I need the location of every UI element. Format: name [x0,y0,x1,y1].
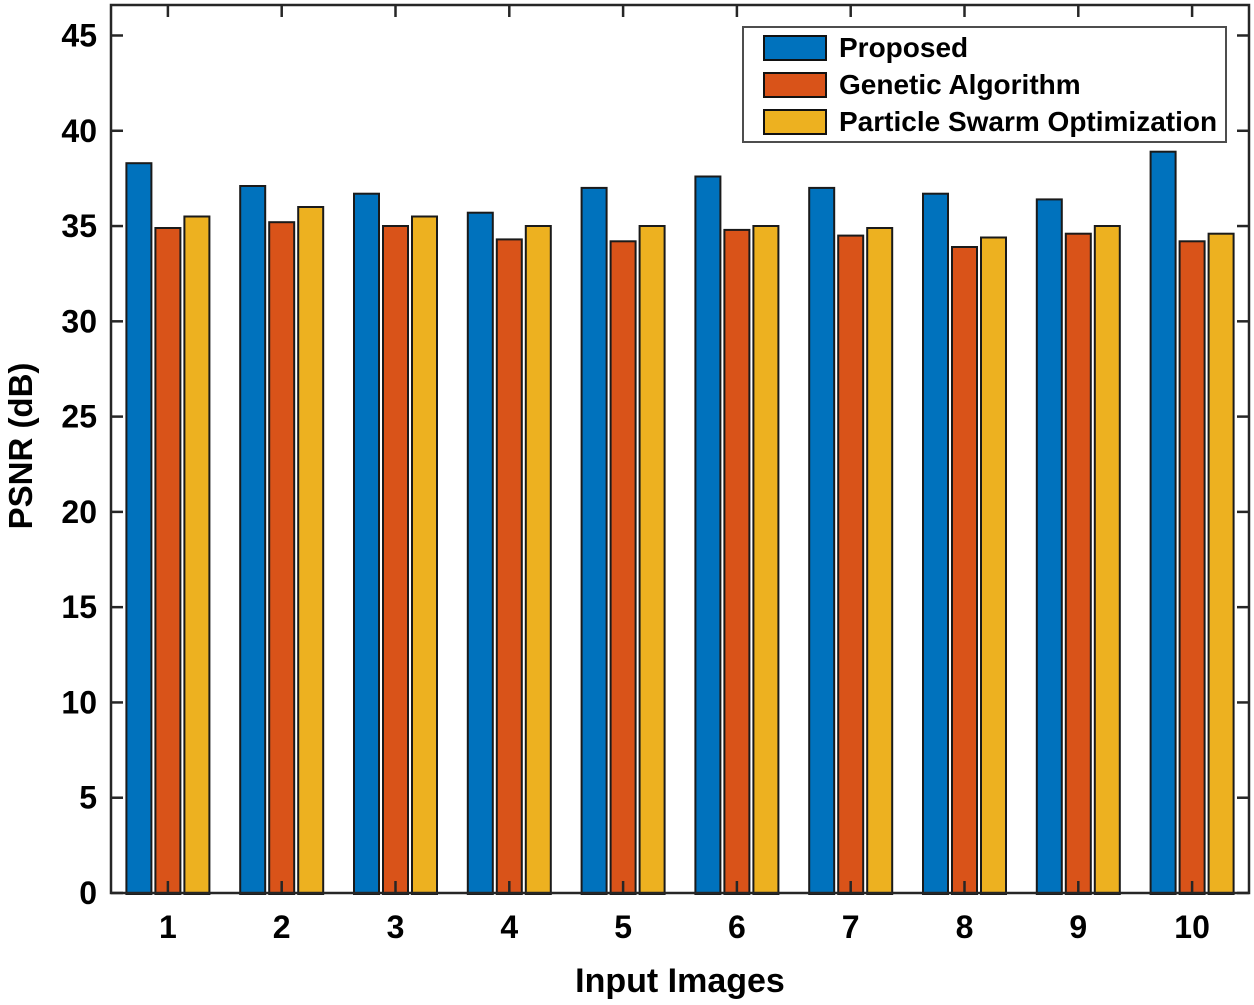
x-tick-label-3: 3 [387,909,405,945]
x-tick-label-7: 7 [842,909,860,945]
bar-series3-group8 [980,236,1007,895]
bar-series2-group3 [382,225,409,895]
x-tick-label-5: 5 [614,909,632,945]
bar-series2-group5 [609,240,637,896]
bar-series3-group9 [1093,225,1121,895]
bar-series2-group8 [951,246,978,895]
x-tick-label-8: 8 [956,909,974,945]
bar-series3-group4 [524,225,552,895]
legend-swatch-proposed [763,34,827,61]
axes-box [109,3,1251,895]
bar-series2-group10 [1178,240,1206,896]
y-axis-title: PSNR (dB) [2,362,39,530]
bar-series2-group9 [1064,232,1092,895]
x-tick-label-2: 2 [273,909,291,945]
y-tick-label-45: 45 [61,17,97,53]
bar-series1-group6 [694,175,722,895]
x-tick-label-1: 1 [159,909,177,945]
bar-series1-group4 [466,211,494,895]
bar-series2-group6 [723,228,751,895]
legend: Proposed Genetic Algorithm Particle Swar… [742,26,1227,143]
legend-item-particle-swarm-optimization: Particle Swarm Optimization [763,105,1225,137]
y-tick-label-30: 30 [61,303,97,339]
legend-label-genetic-algorithm: Genetic Algorithm [839,68,1081,100]
y-tick-label-40: 40 [61,113,97,149]
x-axis-title: Input Images [575,962,785,1000]
y-tick-label-5: 5 [79,780,97,816]
y-tick-label-15: 15 [61,589,97,625]
bar-series1-group7 [808,186,836,895]
y-tick-label-0: 0 [79,875,97,911]
bar-series2-group2 [268,221,296,895]
bar-series1-group1 [125,162,153,895]
y-tick-label-10: 10 [61,684,97,720]
x-tick-label-10: 10 [1174,909,1210,945]
x-tick-label-6: 6 [728,909,746,945]
bar-series1-group8 [922,192,949,895]
legend-label-proposed: Proposed [839,31,969,63]
x-tick-label-4: 4 [500,909,518,945]
bar-series2-group4 [495,238,523,895]
bar-series1-group9 [1035,198,1063,895]
legend-swatch-genetic-algorithm [763,71,827,98]
legend-swatch-particle-swarm-optimization [763,108,827,135]
y-tick-label-20: 20 [61,494,97,530]
bar-series3-group1 [183,215,211,895]
y-tick-label-35: 35 [61,208,97,244]
legend-item-genetic-algorithm: Genetic Algorithm [763,68,1225,100]
legend-item-proposed: Proposed [763,31,1225,63]
bar-series3-group6 [752,225,780,895]
bar-series2-group1 [154,227,182,895]
bar-series3-group10 [1207,232,1235,895]
bar-series3-group7 [866,227,894,895]
bar-series1-group2 [239,185,267,895]
bar-series3-group5 [638,225,666,895]
y-tick-label-25: 25 [61,399,97,435]
legend-label-particle-swarm-optimization: Particle Swarm Optimization [839,105,1218,137]
x-tick-label-9: 9 [1069,909,1087,945]
bar-series1-group10 [1149,150,1177,895]
bar-series3-group3 [411,215,438,895]
bar-series3-group2 [297,206,325,895]
bar-series1-group5 [580,186,608,895]
bar-series1-group3 [353,192,380,895]
bar-series2-group7 [837,234,865,896]
